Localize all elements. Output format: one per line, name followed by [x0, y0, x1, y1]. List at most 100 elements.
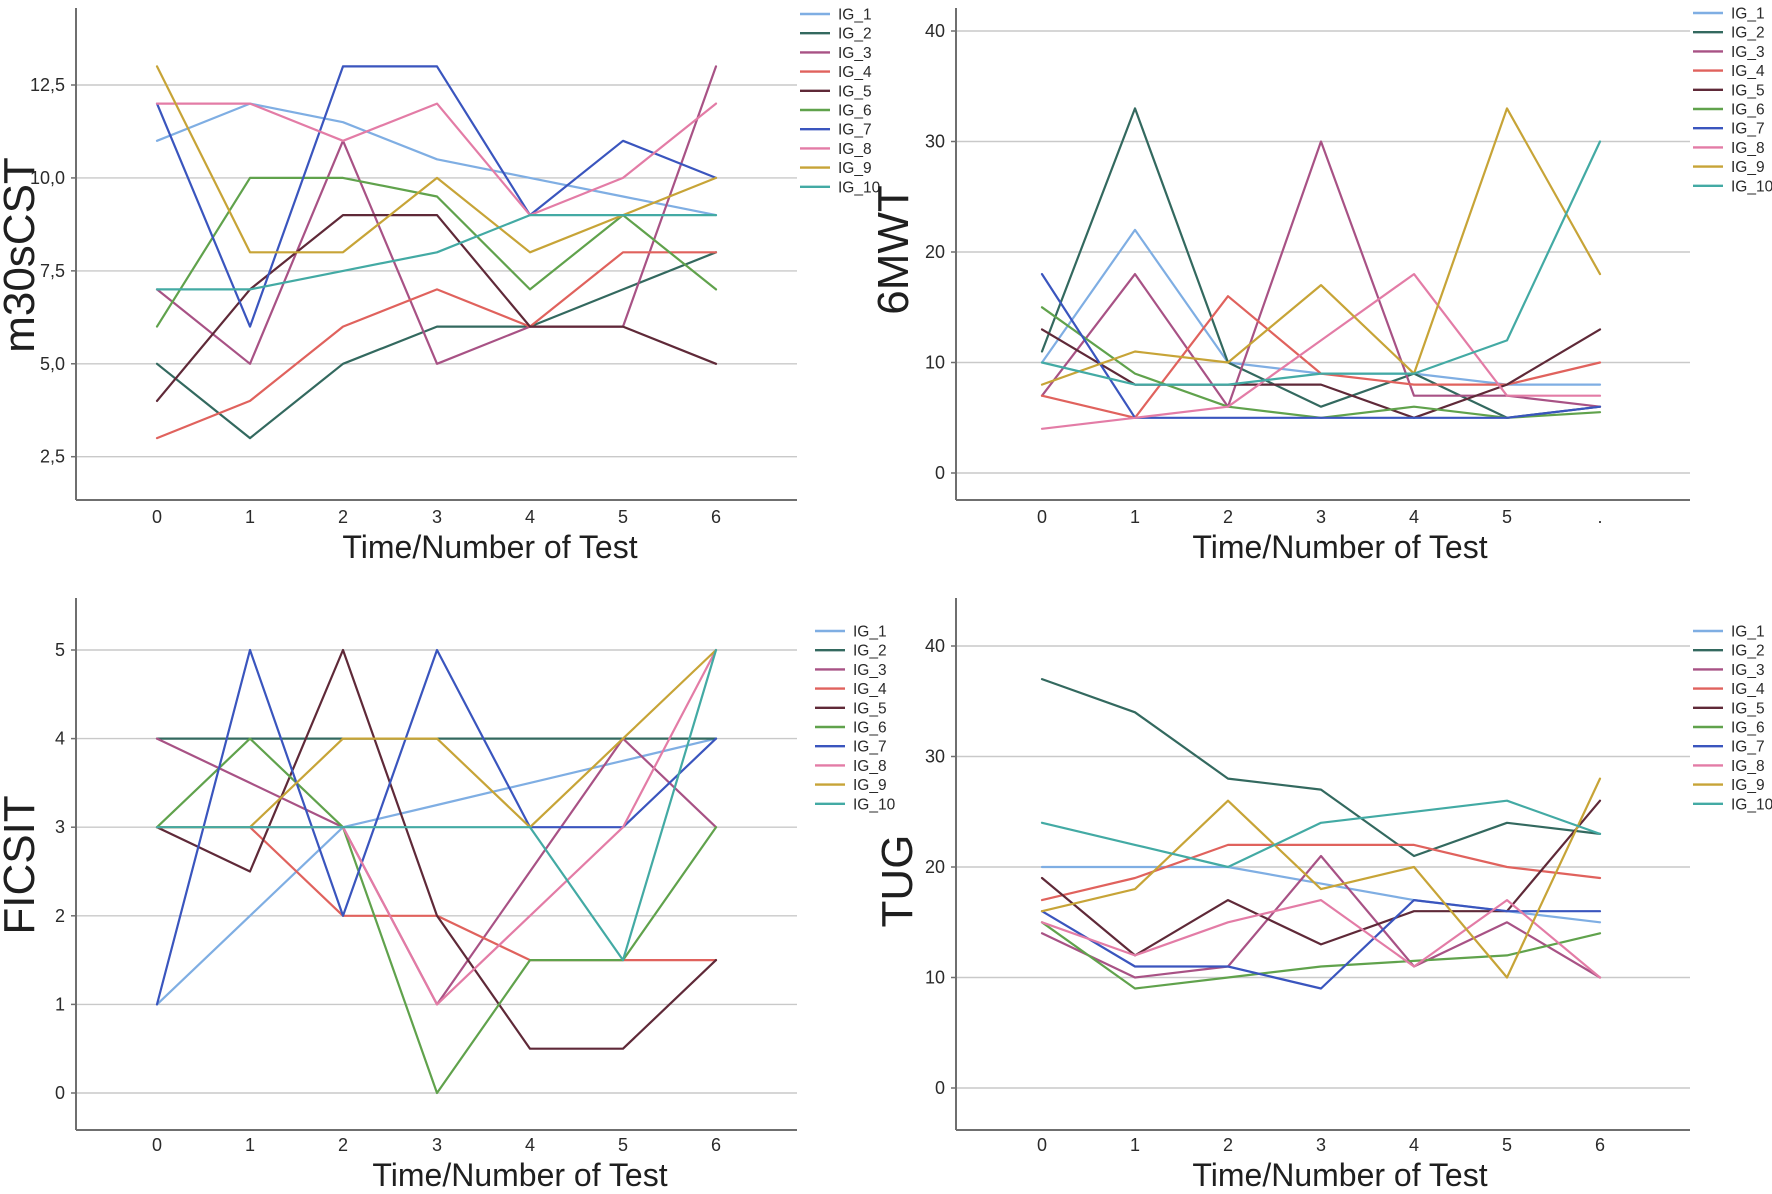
- legend-6MWT: IG_1 IG_2 IG_3 IG_4 IG_5 IG_6 IG_7 IG_8 IG_9 IG_1…: [1693, 6, 1772, 195]
- x-tick-label: 6: [711, 1135, 721, 1155]
- legend-label-IG_2: IG_2: [1731, 25, 1765, 42]
- legend-label-IG_8: IG_8: [838, 141, 872, 158]
- y-tick-label: 7,5: [40, 261, 65, 281]
- legend-label-IG_6: IG_6: [1731, 720, 1765, 737]
- x-tick-label: 1: [245, 507, 255, 527]
- series-line-m30sCST-IG_1: [155, 102, 718, 217]
- x-tick-label: 4: [525, 507, 535, 527]
- series-line-TUG-IG_1: [1040, 865, 1602, 924]
- legend-label-IG_1: IG_1: [838, 7, 872, 24]
- legend-label-IG_8: IG_8: [1731, 140, 1765, 157]
- chart-6MWT: 40 30 20 10 0 0 1 2 3 4 5 . Time/Number of Test 6MWT I…: [869, 6, 1772, 566]
- legend-label-IG_9: IG_9: [838, 160, 872, 177]
- series-line-TUG-IG_9: [1040, 777, 1602, 979]
- x-tick-label: 5: [1502, 1135, 1512, 1155]
- legend-label-IG_2: IG_2: [838, 26, 872, 43]
- x-tick-label: 3: [1316, 1135, 1326, 1155]
- legend-label-IG_1: IG_1: [853, 624, 887, 641]
- legend-m30sCST: IG_1 IG_2 IG_3 IG_4 IG_5 IG_6 IG_7 IG_8 IG_9 IG_1…: [800, 7, 881, 196]
- x-tick-label: 0: [1037, 507, 1047, 527]
- legend-label-IG_8: IG_8: [853, 758, 887, 775]
- y-tick-label: 10: [925, 353, 945, 373]
- x-tick-label: 0: [1037, 1135, 1047, 1155]
- series-line-6MWT-IG_2: [1040, 107, 1602, 419]
- legend-label-IG_5: IG_5: [1731, 700, 1765, 717]
- y-tick-label: 2,5: [40, 447, 65, 467]
- x-tick-label: 3: [432, 507, 442, 527]
- y-tick-label: 5,0: [40, 354, 65, 374]
- x-axis-title-FICSIT: Time/Number of Test: [372, 1157, 667, 1193]
- x-tick-label: 6: [1595, 1135, 1605, 1155]
- legend-label-IG_4: IG_4: [1731, 63, 1765, 80]
- legend-label-IG_10: IG_10: [838, 179, 881, 196]
- chart-m30sCST: 12,5 10,0 7,5 5,0 2,5 0 1 2 3 4 5 6 Time/Number of T…: [0, 7, 881, 566]
- x-tick-label: 0: [152, 507, 162, 527]
- chart-TUG: 40 30 20 10 0 0 1 2 3 4 5 6 Time/Number of Test TUG IG…: [873, 598, 1772, 1193]
- legend-label-IG_1: IG_1: [1731, 6, 1765, 23]
- series-line-6MWT-IG_8: [1040, 273, 1602, 430]
- legend-label-IG_9: IG_9: [1731, 159, 1765, 176]
- y-tick-label: 10: [925, 968, 945, 988]
- legend-label-IG_6: IG_6: [853, 720, 887, 737]
- series-line-FICSIT-IG_4: [155, 826, 718, 962]
- y-tick-label: 4: [55, 729, 65, 749]
- series-line-TUG-IG_3: [1040, 854, 1602, 979]
- y-tick-label: 0: [935, 1078, 945, 1098]
- series-line-TUG-IG_4: [1040, 843, 1602, 902]
- series-line-m30sCST-IG_5: [155, 214, 718, 402]
- legend-label-IG_10: IG_10: [1731, 178, 1772, 195]
- x-tick-label: 1: [245, 1135, 255, 1155]
- legend-label-IG_6: IG_6: [1731, 102, 1765, 119]
- legend-label-IG_10: IG_10: [1731, 796, 1772, 813]
- series-line-6MWT-IG_10: [1040, 140, 1602, 386]
- series-line-m30sCST-IG_2: [155, 251, 718, 440]
- series-line-6MWT-IG_4: [1040, 295, 1602, 419]
- legend-label-IG_10: IG_10: [853, 796, 896, 813]
- x-tick-label: 2: [338, 507, 348, 527]
- legend-label-IG_8: IG_8: [1731, 758, 1765, 775]
- legend-label-IG_7: IG_7: [1731, 739, 1765, 756]
- y-tick-label: 10,0: [30, 168, 65, 188]
- legend-label-IG_7: IG_7: [1731, 121, 1765, 138]
- legend-label-IG_4: IG_4: [838, 64, 872, 81]
- legend-label-IG_5: IG_5: [838, 83, 872, 100]
- series-line-m30sCST-IG_7: [155, 65, 718, 328]
- series-line-TUG-IG_6: [1040, 921, 1602, 990]
- series-line-m30sCST-IG_10: [155, 214, 718, 291]
- x-tick-label: 2: [1223, 1135, 1233, 1155]
- x-tick-label: 3: [432, 1135, 442, 1155]
- legend-label-IG_6: IG_6: [838, 103, 872, 120]
- y-tick-label: 40: [925, 636, 945, 656]
- x-tick-label: 2: [338, 1135, 348, 1155]
- y-axis-title-TUG: TUG: [873, 835, 922, 928]
- series-line-m30sCST-IG_4: [155, 251, 718, 440]
- x-tick-label: .: [1597, 507, 1602, 527]
- series-line-FICSIT-IG_3: [155, 737, 718, 1006]
- series-line-TUG-IG_7: [1040, 898, 1602, 990]
- y-tick-label: 2: [55, 906, 65, 926]
- x-tick-label: 4: [525, 1135, 535, 1155]
- legend-TUG: IG_1 IG_2 IG_3 IG_4 IG_5 IG_6 IG_7 IG_8 IG_9 IG_1…: [1693, 624, 1772, 813]
- series-line-6MWT-IG_1: [1040, 228, 1602, 386]
- legend-label-IG_4: IG_4: [853, 681, 887, 698]
- legend-label-IG_9: IG_9: [1731, 777, 1765, 794]
- legend-label-IG_1: IG_1: [1731, 624, 1765, 641]
- series-line-FICSIT-IG_5: [155, 648, 718, 1050]
- chart-FICSIT: 5 4 3 2 1 0 0 1 2 3 4 5 6 Time/Number of Test FICSIT IG…: [0, 598, 896, 1193]
- x-tick-label: 3: [1316, 507, 1326, 527]
- y-tick-label: 20: [925, 242, 945, 262]
- y-tick-label: 0: [55, 1083, 65, 1103]
- legend-label-IG_5: IG_5: [1731, 82, 1765, 99]
- y-tick-label: 1: [55, 994, 65, 1014]
- series-line-TUG-IG_2: [1040, 677, 1602, 858]
- x-tick-label: 0: [152, 1135, 162, 1155]
- x-tick-label: 2: [1223, 507, 1233, 527]
- y-tick-label: 12,5: [30, 75, 65, 95]
- series-line-6MWT-IG_9: [1040, 107, 1602, 386]
- x-tick-label: 4: [1409, 1135, 1419, 1155]
- legend-label-IG_3: IG_3: [1731, 44, 1765, 61]
- legend-label-IG_5: IG_5: [853, 700, 887, 717]
- series-line-FICSIT-IG_10: [155, 648, 718, 962]
- x-tick-label: 4: [1409, 507, 1419, 527]
